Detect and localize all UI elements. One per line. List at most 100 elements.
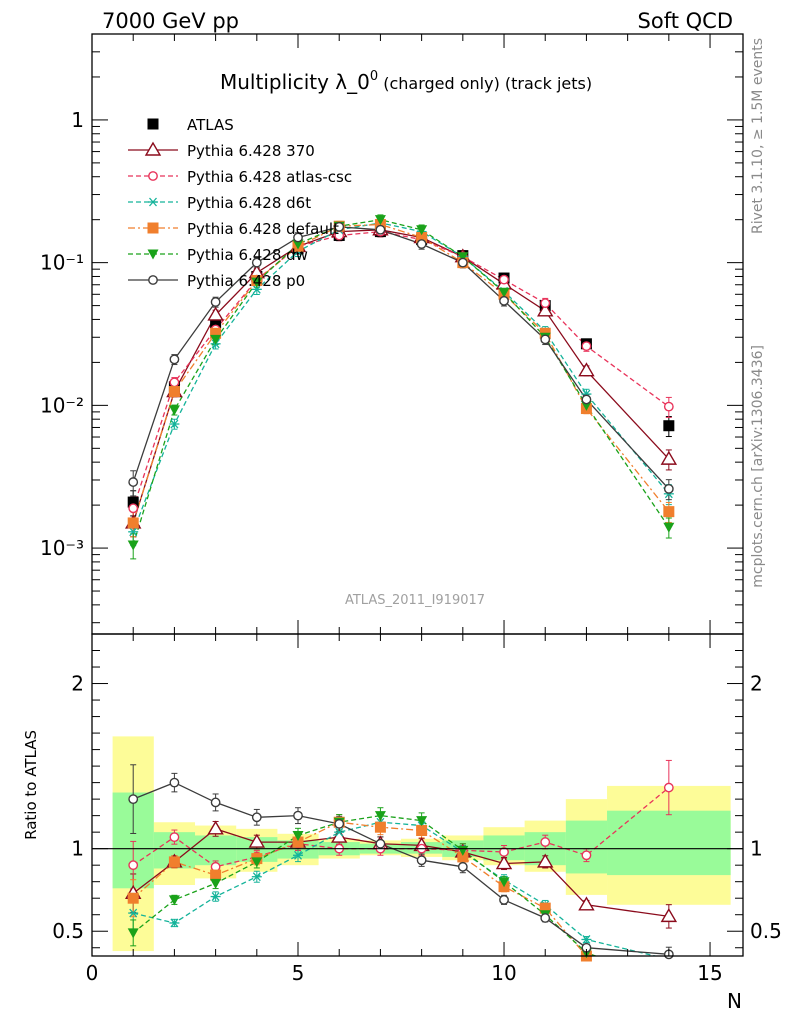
legend-label: Pythia 6.428 p0 (187, 272, 305, 290)
main-point (660, 450, 678, 465)
main-point (540, 298, 551, 309)
main-point (499, 274, 509, 285)
ratio-y-tick-label-right: 1 (750, 837, 763, 861)
ratio-point (169, 918, 180, 928)
ratio-point (416, 825, 428, 837)
main-line-3 (132, 222, 670, 533)
asterisk-stroke (129, 527, 138, 537)
main-point (210, 297, 221, 307)
watermark-analysis-id: ATLAS_2011_I919017 (345, 593, 485, 608)
main-point (210, 327, 222, 339)
ratio-point (416, 855, 427, 866)
x-axis-label: N (727, 989, 742, 1013)
ratio-point (168, 856, 180, 868)
x-tick-label: 10 (491, 961, 516, 985)
series-markers (124, 215, 678, 962)
ratio-point (374, 821, 386, 833)
plot-title: Multiplicity λ_00 (charged only) (track … (220, 69, 592, 94)
main-point (416, 239, 427, 249)
main-point (293, 232, 303, 243)
ratio-point (663, 782, 674, 793)
legend-label: ATLAS (187, 116, 234, 134)
ratio-point (495, 855, 513, 870)
ratio-point (128, 860, 139, 871)
main-point (127, 517, 139, 529)
plot-title-superscript: 0 (370, 69, 378, 84)
main-point (169, 419, 180, 429)
ratio-point (293, 850, 304, 860)
legend-label: Pythia 6.428 default (187, 220, 339, 238)
main-point (169, 354, 180, 365)
ratio-point (210, 878, 222, 889)
main-point (334, 222, 345, 232)
x-tick-label: 15 (697, 961, 722, 985)
ratio-point (540, 913, 551, 923)
legend: ATLAS Pythia 6.428 370 Pythia 6.428 atlas-… (128, 116, 352, 290)
legend-label: Pythia 6.428 370 (187, 142, 315, 160)
main-line-5 (132, 219, 670, 546)
asterisk-stroke (211, 892, 220, 901)
ratio-y-tick-label-left: 1 (71, 837, 84, 861)
asterisk-stroke (170, 419, 179, 429)
ratio-panel-frame (91, 633, 744, 957)
ratio-point (207, 820, 224, 835)
ratio-point (334, 827, 345, 837)
main-point (663, 483, 674, 494)
y-tick-label: 10⁻¹ (40, 251, 84, 275)
main-point (663, 420, 675, 432)
ratio-point (128, 794, 139, 805)
ratio-point (168, 895, 180, 906)
uncertainty-band-green (607, 810, 731, 876)
ratio-point (248, 833, 266, 848)
y-tick-label: 10⁻² (40, 393, 84, 417)
main-point (127, 496, 139, 508)
main-point (128, 503, 139, 514)
main-point (663, 522, 675, 533)
y-tick-label: 1 (71, 108, 84, 132)
main-point (375, 224, 386, 235)
ratio-point (457, 851, 469, 863)
ratio-point (251, 857, 263, 868)
ratio-point (292, 836, 304, 848)
asterisk-stroke (149, 197, 157, 207)
main-point (457, 257, 468, 268)
plot-title-main: Multiplicity λ_0 (220, 70, 370, 94)
axis-tick-labels: 0 5 10 15 10⁻³ 10⁻² 10⁻¹ 1 0.5 0.5 1 1 2 2 (40, 108, 782, 985)
legend-marker (148, 197, 158, 207)
ratio-point (578, 896, 595, 911)
main-point (540, 334, 551, 345)
main-point (251, 277, 263, 288)
main-point (168, 405, 180, 416)
ratio-point (293, 810, 303, 821)
main-point (457, 252, 469, 263)
axis-ticks (91, 33, 743, 956)
ratio-y-tick-label-left: 0.5 (52, 919, 84, 943)
ratio-point (499, 894, 509, 905)
main-point (168, 386, 180, 398)
main-point (127, 540, 139, 551)
x-tick-label: 0 (86, 961, 99, 985)
main-point (416, 225, 428, 236)
main-point (207, 306, 224, 321)
ratio-point (581, 935, 592, 944)
main-point (581, 341, 592, 352)
ratio-point (251, 812, 262, 823)
main-point (210, 317, 222, 329)
ratio-point (581, 850, 592, 861)
ratio-point (128, 908, 139, 918)
x-tick-label: 5 (292, 961, 305, 985)
ratio-point (416, 816, 428, 827)
side-label-top: Rivet 3.1.10, ≥ 1.5M events (750, 38, 766, 234)
asterisk-stroke (129, 908, 138, 918)
asterisk-stroke (582, 935, 591, 944)
ratio-point (539, 902, 551, 914)
ratio-y-tick-label-right: 0.5 (750, 919, 782, 943)
ratio-y-tick-label-left: 2 (71, 672, 84, 696)
main-point (663, 506, 675, 518)
main-point (169, 377, 180, 388)
plot-title-rest: (charged only) (track jets) (378, 74, 592, 93)
asterisk-stroke (170, 918, 179, 928)
main-point (663, 401, 674, 412)
main-point (251, 284, 262, 294)
